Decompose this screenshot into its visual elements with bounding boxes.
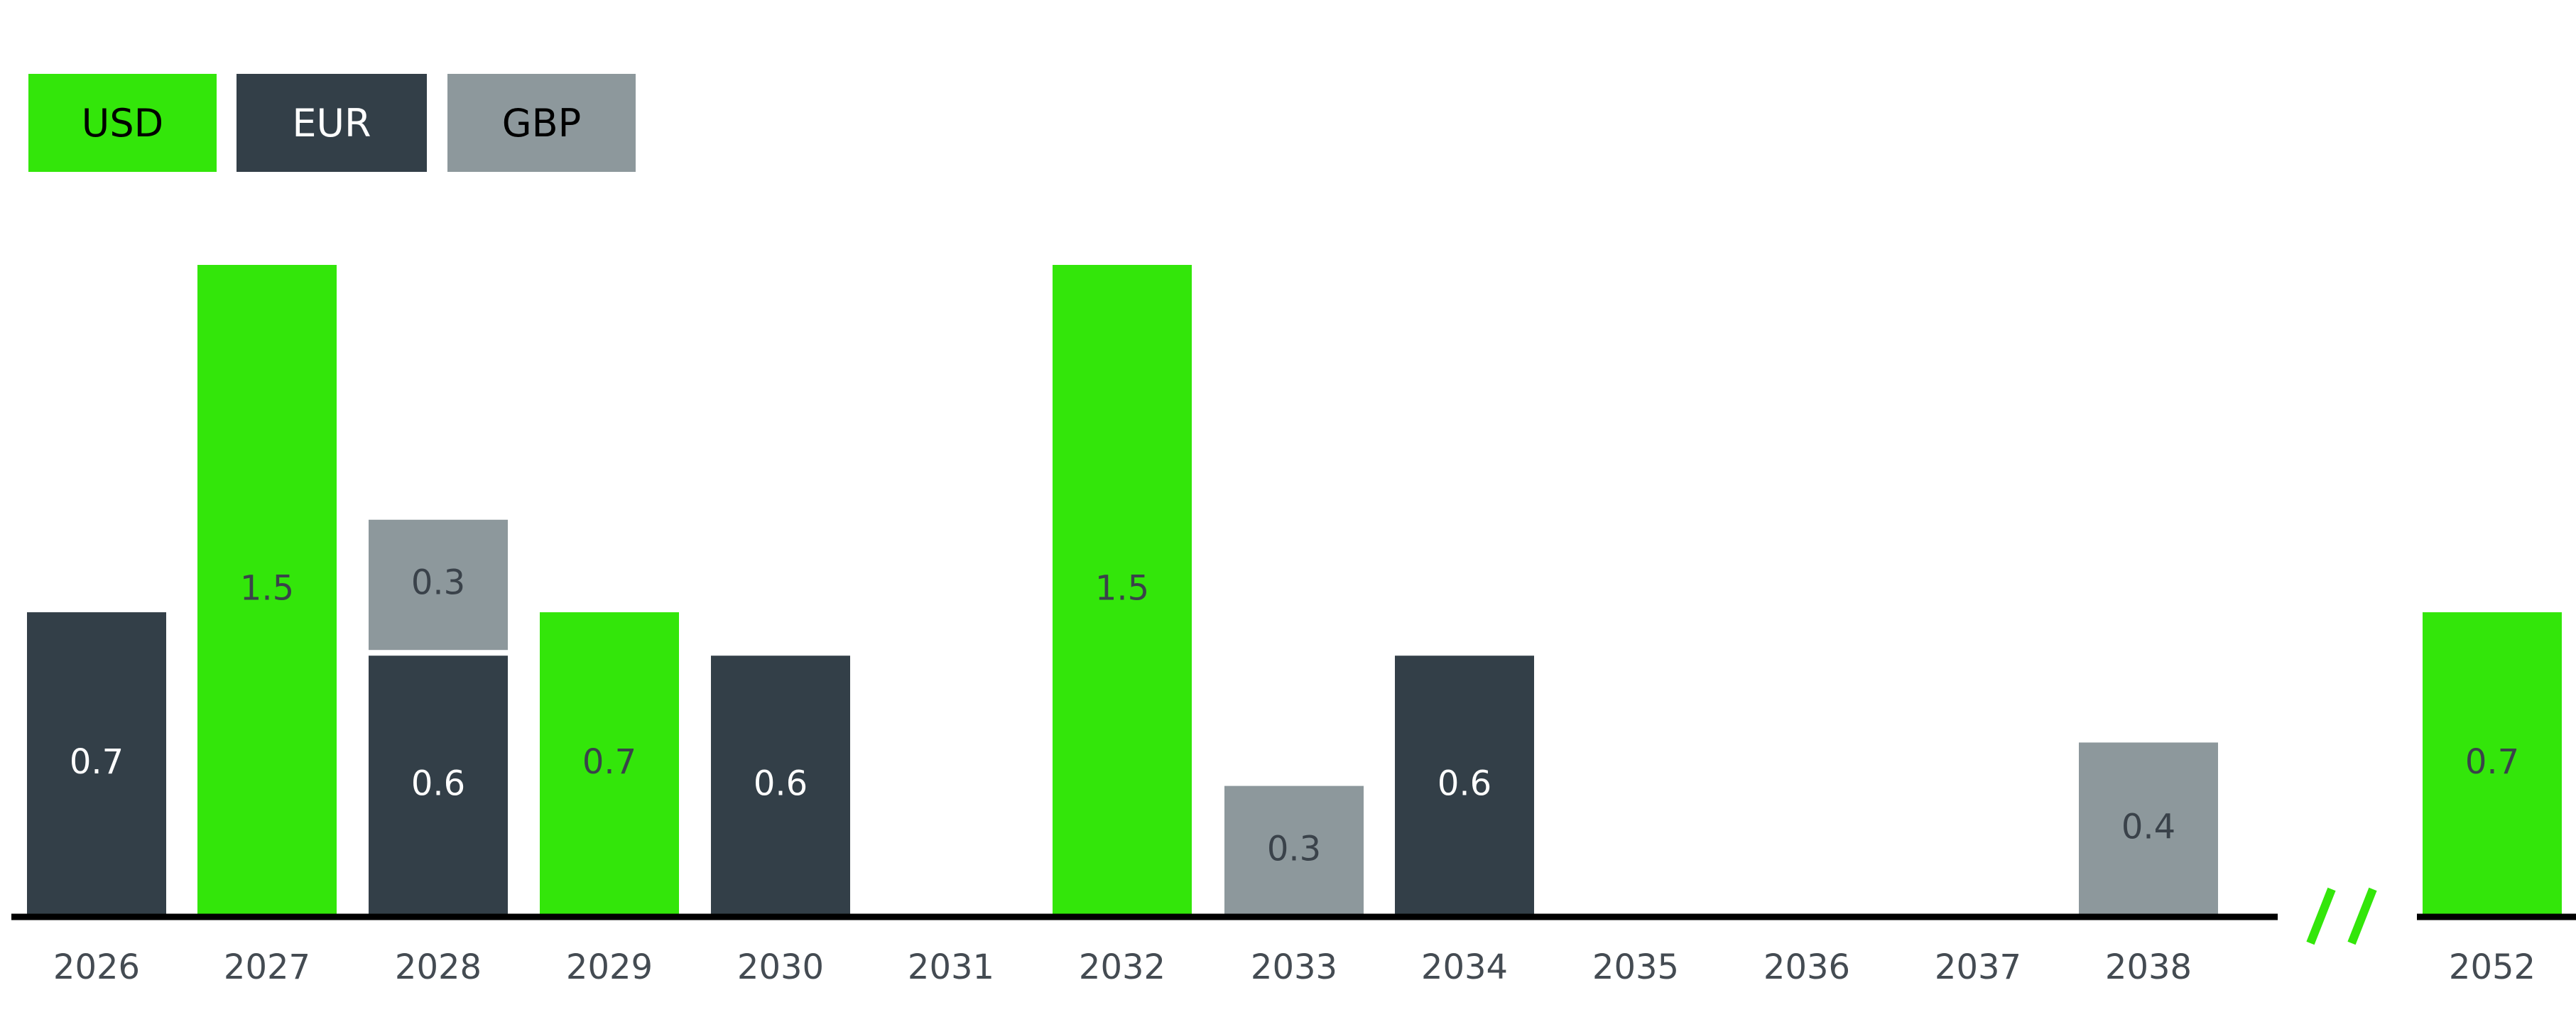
- legend-item-usd: USD: [28, 74, 217, 172]
- data-label-gbp-2038: 0.4: [2121, 808, 2175, 847]
- bar-eur-2034: [1395, 656, 1534, 916]
- x-tick-2034: 2034: [1421, 947, 1508, 987]
- bars-group: [27, 265, 2562, 916]
- x-tick-2032: 2032: [1079, 947, 1165, 987]
- data-label-eur-2026: 0.7: [70, 742, 124, 782]
- axis-break-mark-right: [2347, 887, 2377, 945]
- bar-usd-2032: [1053, 265, 1192, 916]
- bar-gbp-2038: [2079, 742, 2218, 916]
- x-tick-2029: 2029: [566, 947, 653, 987]
- x-tick-2052: 2052: [2449, 947, 2536, 987]
- bar-eur-2026: [27, 612, 166, 916]
- axis-break-mark-left: [2306, 887, 2336, 945]
- data-label-usd-2027: 1.5: [240, 569, 294, 609]
- data-labels-group: 0.7 1.5 0.6 0.3 0.7 0.6 1.5 0.3 0.6 0.4 0.7: [70, 563, 2519, 869]
- x-axis: [11, 887, 2576, 945]
- x-tick-2038: 2038: [2105, 947, 2192, 987]
- bar-usd-2052: [2423, 612, 2562, 916]
- x-tick-2031: 2031: [908, 947, 994, 987]
- bar-gbp-2033: [1224, 785, 1364, 916]
- x-tick-2030: 2030: [737, 947, 824, 987]
- x-tick-2037: 2037: [1935, 947, 2021, 987]
- legend-label-usd: USD: [81, 100, 164, 146]
- data-label-gbp-2028: 0.3: [411, 563, 465, 603]
- legend-label-eur: EUR: [292, 100, 371, 146]
- x-tick-2036: 2036: [1763, 947, 1850, 987]
- legend-item-eur: EUR: [237, 74, 427, 172]
- x-tick-2026: 2026: [53, 947, 140, 987]
- legend-item-gbp: GBP: [447, 74, 636, 172]
- x-tick-2028: 2028: [395, 947, 482, 987]
- data-label-usd-2052: 0.7: [2465, 742, 2519, 782]
- bar-gbp-2028: [369, 519, 508, 651]
- bar-usd-2029: [540, 612, 679, 916]
- x-tick-labels: 2026 2027 2028 2029 2030 2031 2032 2033 2034 2035…: [53, 947, 2536, 987]
- bar-eur-2028: [369, 656, 508, 916]
- data-label-gbp-2033: 0.3: [1267, 829, 1321, 869]
- bar-eur-2030: [711, 656, 850, 916]
- data-label-usd-2032: 1.5: [1095, 569, 1149, 609]
- data-label-eur-2028: 0.6: [411, 764, 465, 804]
- legend-label-gbp: GBP: [501, 100, 582, 146]
- data-label-eur-2030: 0.6: [754, 764, 808, 804]
- data-label-eur-2034: 0.6: [1438, 764, 1491, 804]
- data-label-usd-2029: 0.7: [582, 742, 636, 782]
- bar-usd-2027: [197, 265, 337, 916]
- x-tick-2033: 2033: [1251, 947, 1337, 987]
- x-tick-2027: 2027: [224, 947, 310, 987]
- x-tick-2035: 2035: [1592, 947, 1679, 987]
